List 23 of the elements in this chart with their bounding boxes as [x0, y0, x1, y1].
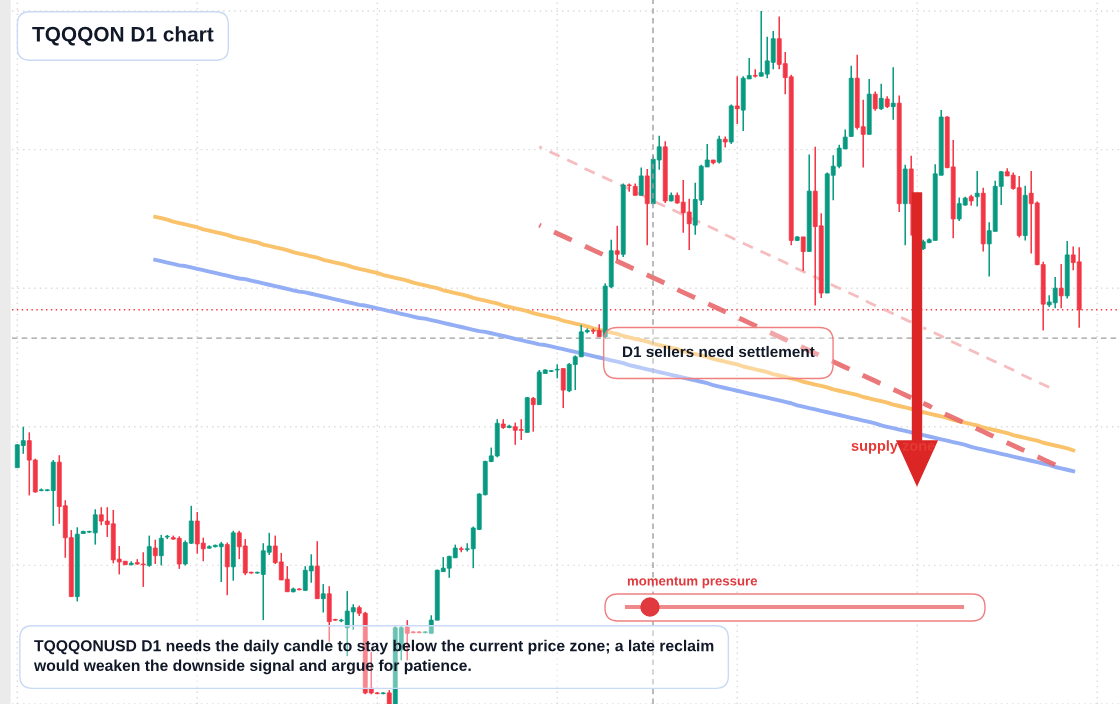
candlestick: [716, 134, 722, 165]
candlestick: [722, 135, 728, 149]
candlestick: [638, 166, 644, 197]
candlestick: [974, 170, 980, 208]
candlestick: [752, 68, 758, 79]
candlestick: [560, 367, 566, 409]
annotation: D1 sellers need settlement: [623, 345, 815, 358]
candlestick: [1058, 263, 1064, 310]
candlestick: [152, 538, 158, 565]
candlestick: [146, 534, 152, 568]
candlestick: [734, 75, 740, 125]
candlestick: [626, 182, 632, 193]
candlestick: [872, 90, 878, 112]
candlestick: [158, 534, 164, 567]
candlestick: [614, 225, 620, 261]
candlestick: [890, 66, 896, 121]
text: TQQQON D1 chart: [32, 26, 214, 46]
candlestick: [878, 83, 884, 111]
candlestick: [224, 541, 230, 596]
candlestick: [320, 583, 326, 614]
candlestick: [800, 236, 806, 272]
candlestick: [530, 396, 536, 433]
annotation: momentum pressure: [627, 576, 758, 589]
